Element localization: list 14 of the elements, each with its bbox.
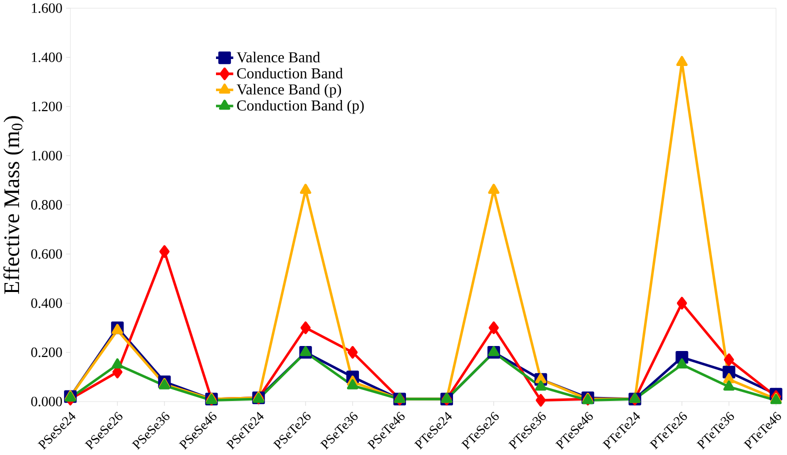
y-tick-label: 1.000: [32, 150, 62, 161]
y-tick-label: 0.800: [31, 200, 62, 210]
legend-label: Valence Band: [236, 52, 320, 63]
y-tick-label: 0.200: [31, 348, 62, 358]
y-axis-title: Effective Mass (m$_{0}$): [3, 116, 24, 294]
y-tick-label: 1.600: [32, 3, 62, 14]
y-tick-label: 0.400: [31, 298, 62, 308]
legend-label: Conduction Band (p): [237, 100, 364, 114]
y-tick-label: 1.200: [32, 102, 62, 112]
legend-label: Valence Band (p): [236, 84, 342, 98]
legend-label: Conduction Band: [237, 68, 343, 79]
y-tick-label: 0.600: [31, 249, 62, 259]
y-tick-label: 1.400: [32, 52, 62, 62]
y-tick-label: 0.000: [31, 396, 62, 406]
